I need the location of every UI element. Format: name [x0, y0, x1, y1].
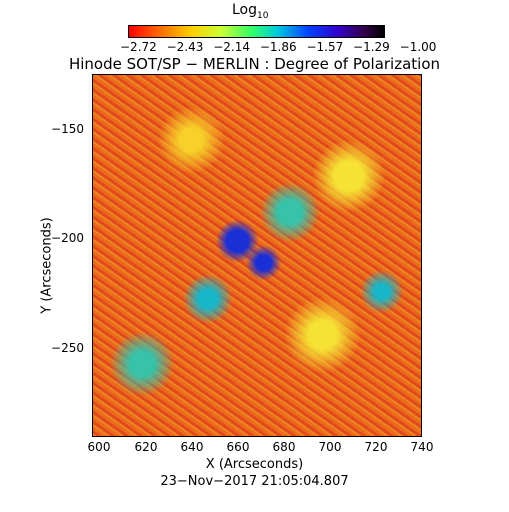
colorbar-tick: −1.29 — [353, 40, 390, 54]
colorbar-tick: −1.86 — [259, 40, 297, 54]
colorbar-tick: −2.43 — [166, 40, 204, 54]
x-tick-label: 640 — [180, 440, 204, 454]
colorbar-title: Log10 — [232, 2, 269, 21]
y-axis-label: Y (Arcseconds) — [39, 217, 55, 314]
colorbar-tick: −1.57 — [306, 40, 344, 54]
observation-timestamp: 23−Nov−2017 21:05:04.807 — [160, 474, 349, 489]
y-tick-label: −250 — [51, 341, 84, 355]
x-tick-label: 680 — [272, 440, 296, 454]
x-tick-label: 620 — [134, 440, 158, 454]
plot-title: Hinode SOT/SP − MERLIN : Degree of Polar… — [68, 55, 441, 73]
x-axis-label: X (Arcseconds) — [205, 457, 304, 472]
colorbar-tick: −2.72 — [120, 40, 157, 54]
colorbar-tick: −2.14 — [213, 40, 250, 54]
x-tick-label: 700 — [318, 440, 342, 454]
y-tick-label: −200 — [51, 231, 84, 245]
y-tick-label: −150 — [51, 122, 84, 136]
x-tick-label: 660 — [226, 440, 250, 454]
colorbar-tick: −1.00 — [399, 40, 437, 54]
colorbar-tick-labels: −2.72 −2.43 −2.14 −1.86 −1.57 −1.29 −1.0… — [120, 40, 436, 54]
x-tick-label: 720 — [364, 440, 388, 454]
x-tick-label: 740 — [410, 440, 434, 454]
colorbar — [128, 25, 385, 38]
x-tick-label: 600 — [87, 440, 111, 454]
polarization-map — [92, 74, 422, 437]
